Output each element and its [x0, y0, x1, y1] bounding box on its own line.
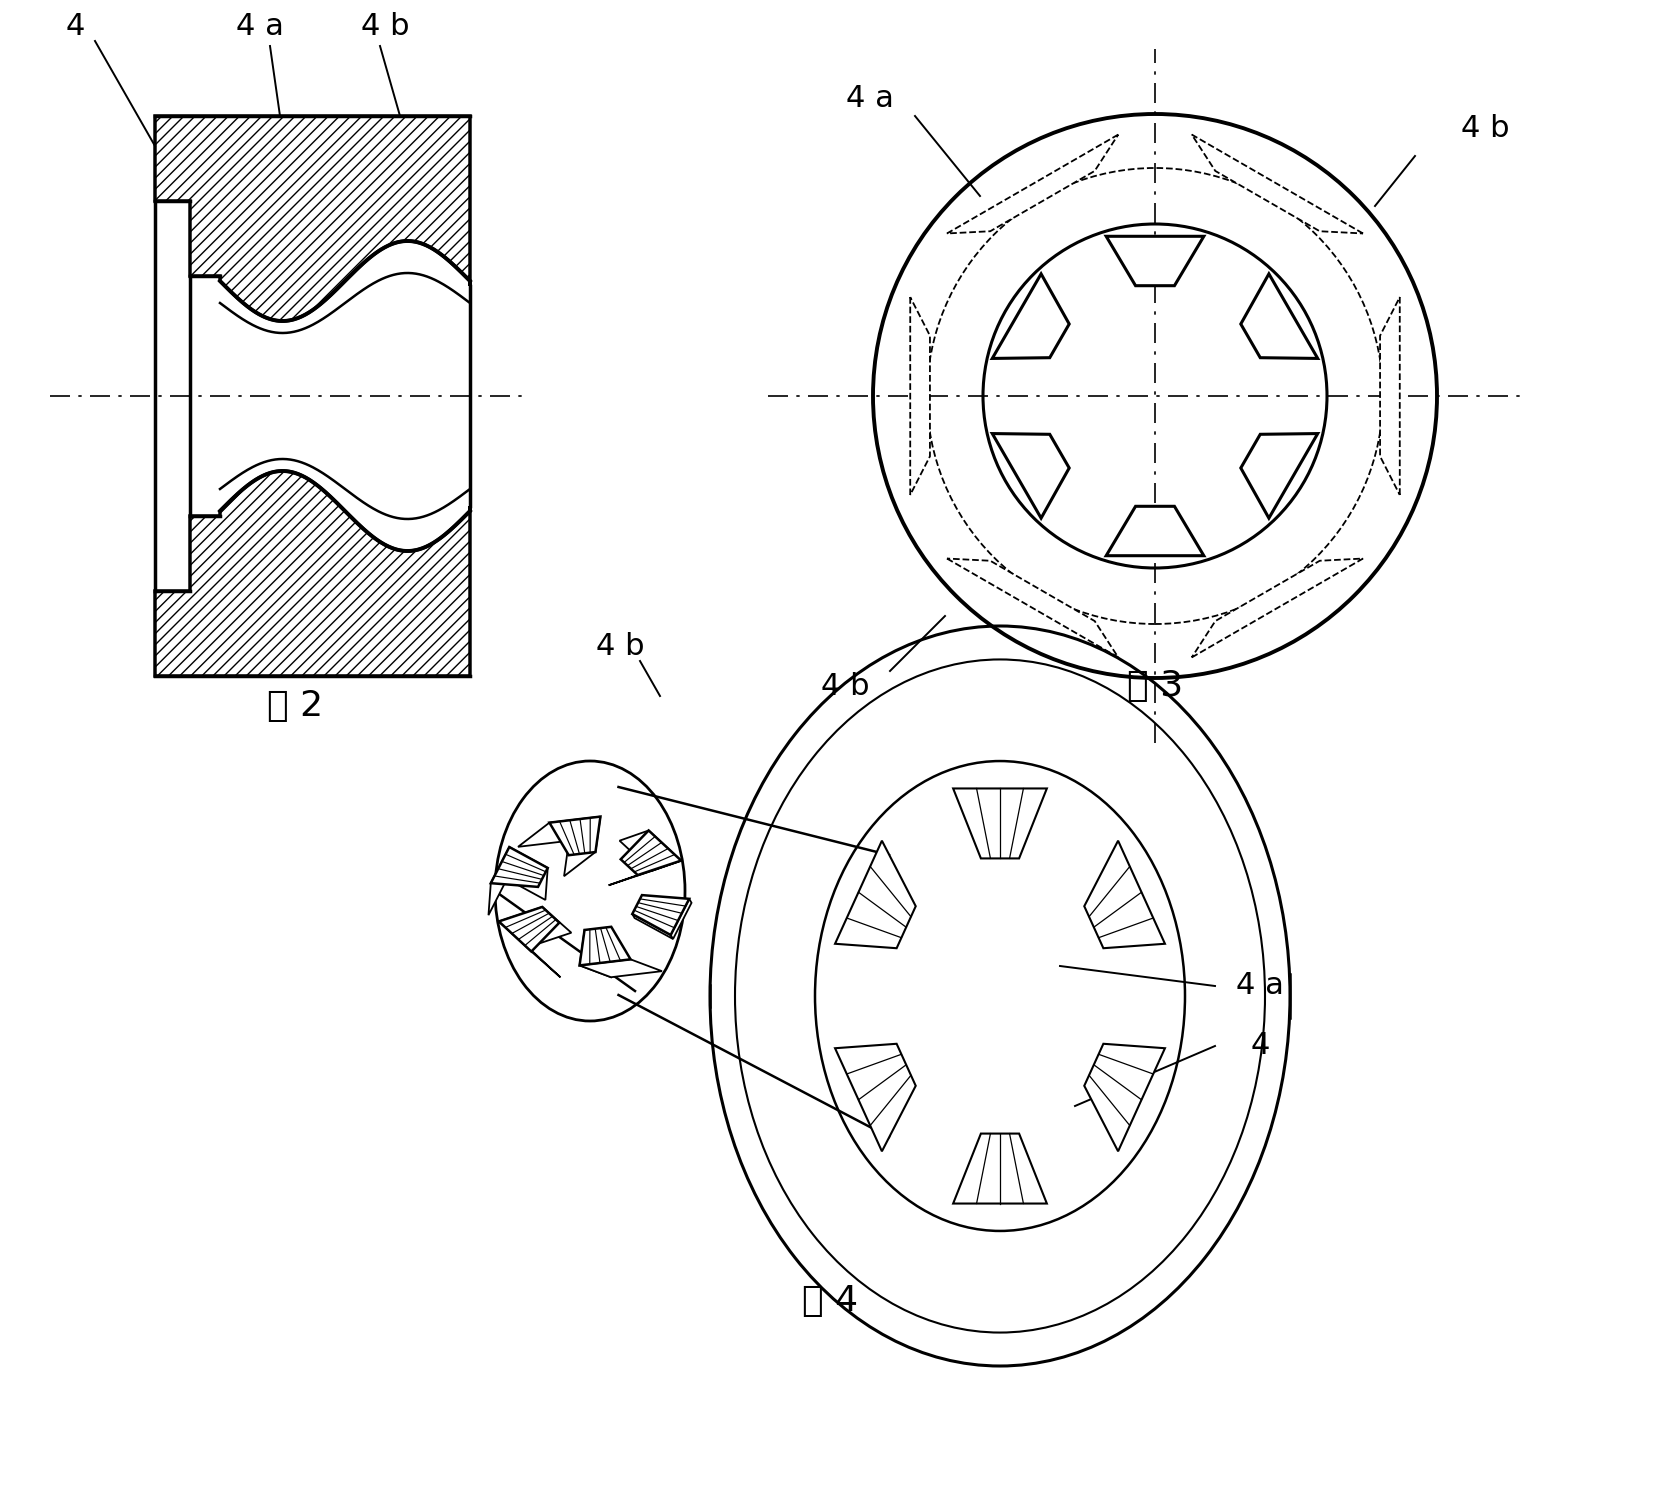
Text: 图 4: 图 4	[802, 1284, 859, 1318]
Text: 4 a: 4 a	[1236, 971, 1285, 1001]
Polygon shape	[499, 907, 559, 951]
Polygon shape	[953, 788, 1047, 859]
Text: 4: 4	[1250, 1032, 1270, 1061]
Polygon shape	[489, 847, 509, 916]
Polygon shape	[947, 135, 1118, 233]
Text: 4 b: 4 b	[1461, 114, 1509, 142]
Polygon shape	[953, 1134, 1047, 1204]
Polygon shape	[947, 558, 1118, 657]
Polygon shape	[155, 471, 469, 676]
Polygon shape	[632, 914, 672, 939]
Polygon shape	[671, 899, 692, 939]
Polygon shape	[1085, 1044, 1165, 1152]
Text: 图 3: 图 3	[1127, 669, 1183, 703]
Polygon shape	[609, 860, 681, 886]
Polygon shape	[1191, 135, 1363, 233]
Polygon shape	[579, 928, 631, 965]
Polygon shape	[835, 1044, 915, 1152]
Polygon shape	[835, 841, 915, 948]
Polygon shape	[1191, 558, 1363, 657]
Text: 4: 4	[65, 12, 85, 40]
Polygon shape	[621, 830, 681, 875]
Polygon shape	[549, 817, 601, 856]
Polygon shape	[632, 895, 689, 935]
Text: 4 a: 4 a	[236, 12, 285, 40]
Text: 4 b: 4 b	[361, 12, 409, 40]
Polygon shape	[1107, 506, 1203, 555]
Polygon shape	[155, 117, 469, 322]
Polygon shape	[579, 931, 616, 977]
Polygon shape	[992, 274, 1070, 359]
Text: 图 2: 图 2	[266, 690, 323, 723]
Polygon shape	[1379, 298, 1399, 495]
Polygon shape	[491, 847, 547, 887]
Polygon shape	[1241, 434, 1318, 518]
Polygon shape	[579, 959, 662, 977]
Text: 4 b: 4 b	[596, 631, 644, 661]
Polygon shape	[518, 817, 601, 847]
Polygon shape	[910, 298, 930, 495]
Polygon shape	[1241, 274, 1318, 359]
Polygon shape	[992, 434, 1070, 518]
Text: 4 b: 4 b	[820, 672, 869, 700]
Text: 4 a: 4 a	[845, 84, 894, 112]
Polygon shape	[1085, 841, 1165, 948]
Polygon shape	[564, 817, 601, 877]
Polygon shape	[508, 847, 547, 901]
Polygon shape	[499, 922, 561, 977]
Polygon shape	[619, 830, 681, 871]
Polygon shape	[499, 907, 571, 947]
Polygon shape	[1107, 236, 1203, 286]
